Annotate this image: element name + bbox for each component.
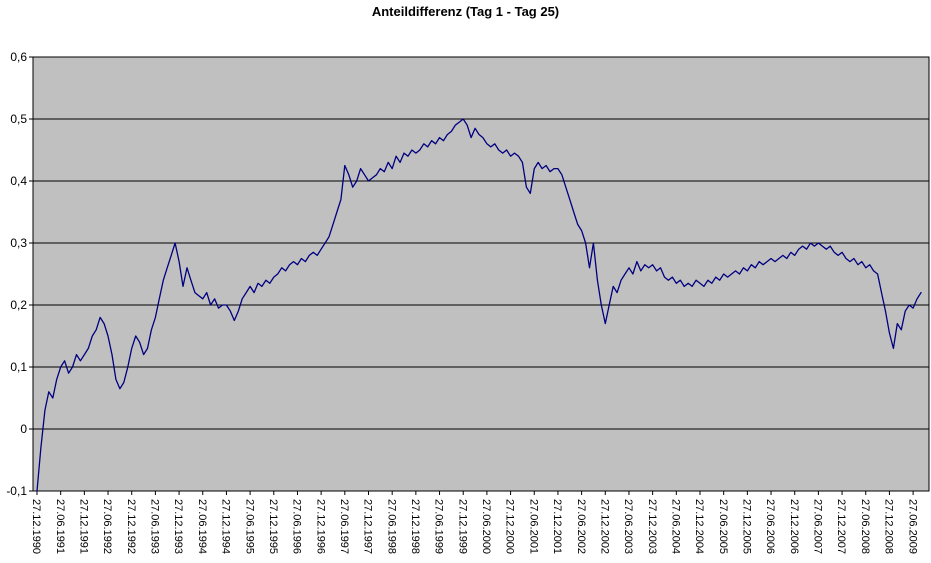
y-axis-label: -0,1 [6,484,27,498]
x-axis-label: 27.12.2006 [788,499,800,554]
x-axis-label: 27.06.1993 [149,499,161,554]
x-axis-label: 27.06.2007 [812,499,824,554]
x-axis-label: 27.12.1996 [314,499,326,554]
x-axis-label: 27.12.1994 [220,499,232,554]
x-axis-label: 27.06.2008 [859,499,871,554]
x-axis-label: 27.12.1993 [172,499,184,554]
x-axis-label: 27.06.2005 [717,499,729,554]
plot-area [32,56,930,492]
x-axis-label: 27.06.1994 [196,499,208,554]
x-axis-label: 27.12.1998 [409,499,421,554]
y-axis-label: 0,6 [10,50,27,64]
x-axis-label: 27.06.1992 [101,499,113,554]
x-axis-label: 27.06.2004 [669,499,681,554]
x-axis-label: 27.12.1992 [125,499,137,554]
y-axis-label: 0,1 [10,360,27,374]
x-axis-label: 27.12.2005 [741,499,753,554]
x-axis-label: 27.12.1999 [456,499,468,554]
x-axis-label: 27.12.2008 [883,499,895,554]
x-axis-label: 27.12.1997 [362,499,374,554]
y-axis-label: 0,4 [10,174,27,188]
x-axis-label: 27.12.2007 [835,499,847,554]
series-line [36,118,922,492]
y-axis-label: 0,5 [10,112,27,126]
x-axis-label: 27.06.1998 [385,499,397,554]
x-axis-label: 27.06.2001 [527,499,539,554]
x-axis-label: 27.06.2000 [480,499,492,554]
x-axis-label: 27.06.2002 [575,499,587,554]
x-axis-label: 27.06.2006 [764,499,776,554]
x-axis-label: 27.06.1991 [54,499,66,554]
chart-title: Anteildifferenz (Tag 1 - Tag 25) [371,4,560,19]
x-axis-label: 27.12.1990 [30,499,42,554]
x-axis-label: 27.06.1999 [433,499,445,554]
y-axis-label: 0 [20,422,27,436]
y-axis-label: 0,2 [10,298,27,312]
x-axis-label: 27.12.1995 [267,499,279,554]
x-axis-label: 27.06.1995 [243,499,255,554]
x-axis-label: 27.12.2000 [504,499,516,554]
x-axis-label: 27.06.1996 [291,499,303,554]
x-axis-label: 27.12.1991 [78,499,90,554]
y-axis-label: 0,3 [10,236,27,250]
x-axis-label: 27.06.2003 [622,499,634,554]
x-axis-label: 27.12.2002 [598,499,610,554]
x-axis-label: 27.06.2009 [906,499,918,554]
x-axis-label: 27.06.1997 [338,499,350,554]
x-axis-label: 27.12.2003 [646,499,658,554]
x-axis-label: 27.12.2001 [551,499,563,554]
x-axis-label: 27.12.2004 [693,499,705,554]
